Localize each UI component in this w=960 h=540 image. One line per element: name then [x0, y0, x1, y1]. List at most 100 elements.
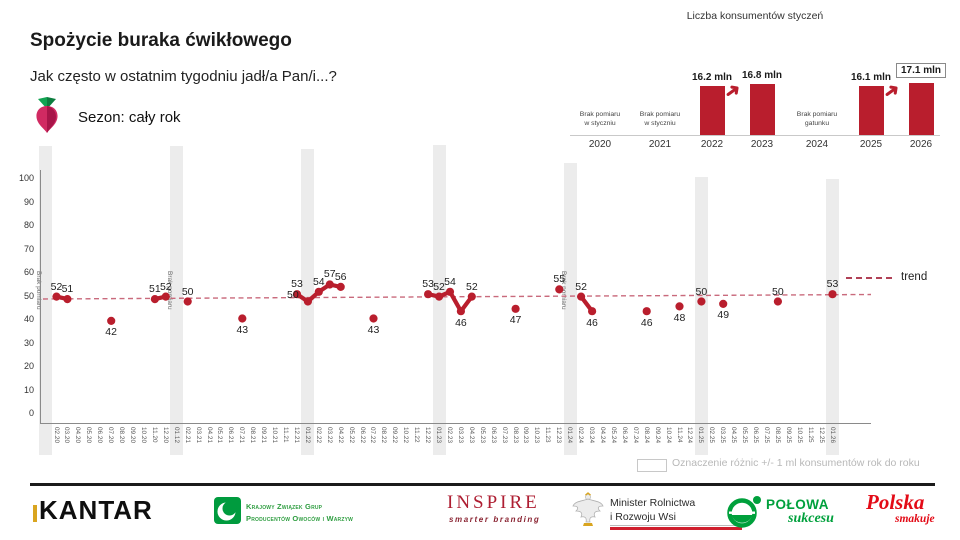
bar-value-label: 16.8 mln — [741, 70, 783, 82]
bar-value-label: 16.2 mln — [691, 72, 733, 84]
data-point-label: 48 — [673, 311, 686, 324]
x-axis-tick: 04.23 — [467, 427, 475, 443]
data-point — [456, 307, 465, 316]
y-axis-tick: 70 — [23, 243, 34, 254]
data-point-label: 53 — [291, 278, 303, 291]
series-line — [152, 294, 168, 302]
polowa-logo-icon — [726, 494, 762, 535]
data-point-label: 51 — [149, 283, 161, 296]
data-point-label: 57 — [323, 268, 336, 281]
x-axis-tick: 07.25 — [762, 427, 770, 443]
x-axis-tick: 10.21 — [271, 427, 279, 443]
year-label: 2026 — [909, 139, 933, 150]
x-axis-tick: 03.23 — [456, 427, 464, 443]
x-axis-tick: 05.22 — [347, 427, 355, 443]
difference-legend-text: Oznaczenie różnic +/- 1 ml konsumentów r… — [672, 457, 920, 469]
no-measurement-band — [826, 179, 840, 455]
data-point-label: 43 — [367, 324, 380, 336]
x-axis-tick: 10.22 — [402, 427, 410, 443]
data-point-label: 53 — [422, 278, 434, 291]
x-axis-tick: 06.23 — [489, 427, 497, 443]
data-point-label: 53 — [826, 278, 839, 291]
mini-chart-title: Liczba konsumentów styczeń — [686, 10, 824, 22]
x-axis-tick: 11.24 — [675, 427, 683, 443]
y-axis-tick: 80 — [23, 220, 34, 230]
x-axis-tick: 04.22 — [336, 427, 344, 443]
bar — [908, 83, 934, 135]
x-axis-tick: 06.25 — [752, 427, 760, 443]
data-point — [336, 282, 345, 291]
x-axis-tick: 09.25 — [784, 427, 792, 443]
x-axis-tick: 08.25 — [773, 427, 781, 443]
data-point — [369, 314, 378, 323]
data-point-label: 52 — [433, 280, 445, 293]
x-axis-tick: 07.24 — [631, 427, 639, 443]
data-point — [183, 297, 192, 306]
data-point — [314, 287, 323, 296]
x-axis-tick: 03.20 — [63, 427, 71, 443]
x-axis-tick: 12.24 — [686, 427, 694, 443]
data-point — [238, 314, 247, 323]
no-measurement-band — [301, 149, 315, 455]
y-axis-tick: 0 — [28, 408, 34, 418]
x-axis-tick: 02.20 — [52, 427, 60, 443]
x-axis-tick: 04.24 — [599, 427, 606, 443]
y-axis-tick: 40 — [23, 314, 34, 324]
year-label: 2020 — [588, 139, 612, 150]
x-axis-tick: 04.21 — [205, 427, 213, 443]
x-axis-tick: 08.22 — [380, 427, 388, 443]
year-label: 2024 — [805, 139, 829, 150]
page-title: Spożycie buraka ćwikłowego — [30, 30, 292, 51]
y-axis-tick: 90 — [23, 196, 34, 207]
no-measurement-band: Brak pomiaru — [35, 146, 53, 455]
x-axis-tick: 07.20 — [107, 427, 115, 443]
x-axis-tick: 07.23 — [500, 427, 508, 443]
ministry-divider — [610, 525, 742, 526]
data-point-label: 46 — [586, 316, 598, 329]
year-label: 2022 — [700, 139, 724, 150]
kantar-logo: KANTAR — [39, 495, 153, 525]
bar — [699, 86, 725, 135]
x-axis-tick: 06.24 — [620, 427, 628, 443]
trend-legend-label: trend — [901, 271, 928, 283]
series-line — [578, 294, 595, 314]
data-point — [467, 292, 476, 301]
data-point — [511, 304, 520, 313]
x-axis-tick: 05.24 — [609, 427, 617, 443]
y-axis-tick: 30 — [23, 337, 34, 348]
x-axis-tick: 07.22 — [369, 427, 377, 443]
data-point-label: 42 — [105, 326, 117, 339]
x-axis-tick: 08.20 — [118, 427, 126, 443]
x-axis-tick: 10.23 — [533, 427, 541, 443]
ministry-red-bar — [610, 527, 742, 530]
x-axis-tick: 12.23 — [555, 427, 563, 443]
data-point-label: 52 — [50, 280, 63, 293]
data-point — [642, 307, 651, 316]
x-axis-tick: 01.12 — [172, 427, 180, 443]
x-axis-tick: 02.24 — [577, 427, 585, 443]
x-axis-tick: 11.20 — [150, 427, 158, 443]
x-axis-tick: 02.21 — [183, 427, 191, 443]
season-row: Sezon: cały rok — [30, 96, 181, 139]
x-axis-tick: 05.20 — [85, 427, 93, 443]
y-axis-tick: 50 — [23, 290, 34, 301]
x-axis-tick: 07.21 — [238, 427, 246, 443]
y-axis-tick: 60 — [23, 267, 34, 277]
no-measurement-band: Brak pomiaru — [166, 146, 184, 455]
x-axis-tick: 11.25 — [806, 427, 814, 443]
x-axis-line — [40, 422, 871, 424]
x-axis-tick: 06.20 — [96, 427, 104, 443]
bar-value-label: 16.1 mln — [850, 72, 892, 84]
year-label: 2023 — [750, 139, 774, 150]
data-point-label: 50 — [287, 288, 299, 301]
mini-chart-axis — [570, 135, 940, 136]
data-point-label: 51 — [61, 283, 74, 296]
data-point — [719, 299, 728, 308]
x-axis-tick: 05.23 — [478, 427, 486, 443]
x-axis-tick: 11.21 — [282, 427, 290, 443]
x-axis-tick: 05.25 — [741, 427, 749, 443]
series-line — [54, 294, 70, 302]
x-axis-tick: 09.21 — [260, 427, 268, 443]
x-axis-tick: 06.22 — [358, 427, 366, 443]
